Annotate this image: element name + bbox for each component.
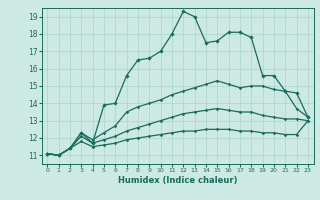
X-axis label: Humidex (Indice chaleur): Humidex (Indice chaleur): [118, 176, 237, 185]
